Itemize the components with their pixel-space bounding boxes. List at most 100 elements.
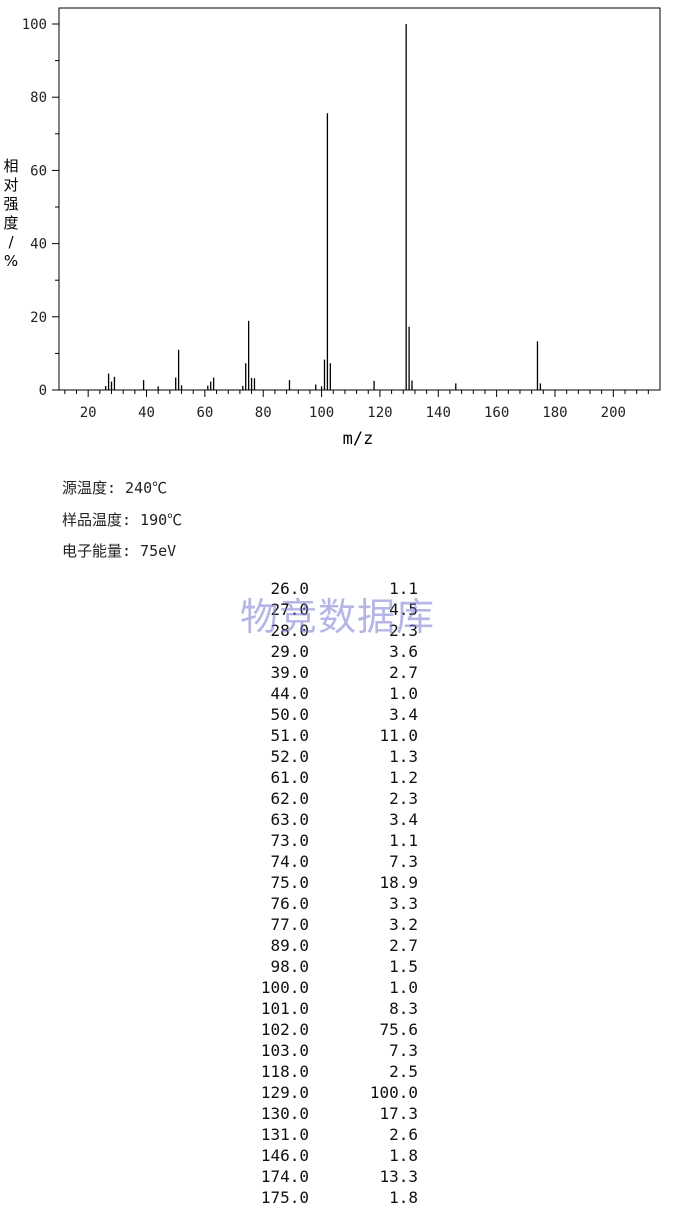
mz-value: 73.0 xyxy=(270,831,309,850)
table-row: 61.0 1.2 xyxy=(0,768,680,789)
mz-value: 61.0 xyxy=(270,768,309,787)
table-row: 27.0 4.5 xyxy=(0,600,680,621)
abundance-value: 2.3 xyxy=(389,789,418,808)
mz-value: 28.0 xyxy=(270,621,309,640)
table-row: 131.0 2.6 xyxy=(0,1125,680,1146)
sample-temperature: 样品温度: 190℃ xyxy=(62,511,183,529)
table-row: 63.0 3.4 xyxy=(0,810,680,831)
x-tick-label: 20 xyxy=(80,405,97,421)
abundance-value: 7.3 xyxy=(389,1041,418,1060)
abundance-value: 2.7 xyxy=(389,936,418,955)
x-tick-label: 120 xyxy=(367,405,392,421)
y-axis-title: 相对强度/% xyxy=(3,157,18,270)
table-row: 74.0 7.3 xyxy=(0,852,680,873)
mz-value: 26.0 xyxy=(270,579,309,598)
mz-value: 50.0 xyxy=(270,705,309,724)
table-row: 28.0 2.3 xyxy=(0,621,680,642)
table-row: 75.0 18.9 xyxy=(0,873,680,894)
abundance-value: 4.5 xyxy=(389,600,418,619)
source-temperature: 源温度: 240℃ xyxy=(62,479,168,497)
table-row: 174.0 13.3 xyxy=(0,1167,680,1188)
table-row: 26.0 1.1 xyxy=(0,579,680,600)
mz-value: 118.0 xyxy=(260,1062,309,1081)
abundance-value: 8.3 xyxy=(389,999,418,1018)
abundance-value: 1.1 xyxy=(389,831,418,850)
mz-value: 74.0 xyxy=(270,852,309,871)
abundance-value: 7.3 xyxy=(389,852,418,871)
mz-value: 89.0 xyxy=(270,936,309,955)
table-row: 44.0 1.0 xyxy=(0,684,680,705)
table-row: 129.0 100.0 xyxy=(0,1083,680,1104)
table-row: 52.0 1.3 xyxy=(0,747,680,768)
mz-value: 63.0 xyxy=(270,810,309,829)
mz-value: 52.0 xyxy=(270,747,309,766)
y-tick-label: 20 xyxy=(30,310,47,326)
mz-value: 39.0 xyxy=(270,663,309,682)
table-row: 89.0 2.7 xyxy=(0,936,680,957)
abundance-value: 1.8 xyxy=(389,1146,418,1165)
plot-border xyxy=(58,7,661,391)
y-tick-label: 80 xyxy=(30,90,47,106)
table-row: 76.0 3.3 xyxy=(0,894,680,915)
abundance-value: 17.3 xyxy=(379,1104,418,1123)
abundance-value: 2.3 xyxy=(389,621,418,640)
mz-value: 130.0 xyxy=(260,1104,309,1123)
mz-value: 51.0 xyxy=(270,726,309,745)
abundance-value: 1.8 xyxy=(389,1188,418,1207)
x-tick-label: 60 xyxy=(196,405,213,421)
abundance-value: 1.2 xyxy=(389,768,418,787)
abundance-value: 2.7 xyxy=(389,663,418,682)
y-tick-label: 40 xyxy=(30,237,47,253)
x-tick-label: 40 xyxy=(138,405,155,421)
y-tick-label: 0 xyxy=(39,383,47,399)
table-row: 101.0 8.3 xyxy=(0,999,680,1020)
mz-value: 27.0 xyxy=(270,600,309,619)
table-row: 39.0 2.7 xyxy=(0,663,680,684)
mz-value: 62.0 xyxy=(270,789,309,808)
mz-value: 77.0 xyxy=(270,915,309,934)
abundance-value: 1.0 xyxy=(389,684,418,703)
table-row: 102.0 75.6 xyxy=(0,1020,680,1041)
abundance-value: 1.1 xyxy=(389,579,418,598)
table-row: 130.0 17.3 xyxy=(0,1104,680,1125)
abundance-value: 75.6 xyxy=(379,1020,418,1039)
x-axis-ticks: 20 40 60 80 100 120 140 160 180 200 xyxy=(64,390,649,421)
table-row: 175.0 1.8 xyxy=(0,1188,680,1209)
x-tick-label: 180 xyxy=(542,405,567,421)
abundance-value: 2.5 xyxy=(389,1062,418,1081)
mz-value: 44.0 xyxy=(270,684,309,703)
mz-value: 174.0 xyxy=(260,1167,309,1186)
table-row: 98.0 1.5 xyxy=(0,957,680,978)
abundance-value: 100.0 xyxy=(369,1083,418,1102)
electron-energy: 电子能量: 75eV xyxy=(62,542,177,560)
peak-table: 26.0 1.1 27.0 4.5 28.0 2.3 29.0 3.6 39.0 2.7 44.0 1… xyxy=(0,579,680,1209)
table-row: 77.0 3.2 xyxy=(0,915,680,936)
x-tick-label: 140 xyxy=(426,405,451,421)
mz-value: 29.0 xyxy=(270,642,309,661)
abundance-value: 1.5 xyxy=(389,957,418,976)
y-tick-label: 60 xyxy=(30,163,47,179)
mz-value: 75.0 xyxy=(270,873,309,892)
table-row: 100.0 1.0 xyxy=(0,978,680,999)
table-row: 62.0 2.3 xyxy=(0,789,680,810)
x-tick-label: 80 xyxy=(255,405,272,421)
mz-value: 98.0 xyxy=(270,957,309,976)
x-axis-title: m/z xyxy=(343,429,374,449)
table-row: 50.0 3.4 xyxy=(0,705,680,726)
mz-value: 101.0 xyxy=(260,999,309,1018)
abundance-value: 3.4 xyxy=(389,810,418,829)
peak-bars xyxy=(105,24,542,390)
mz-value: 131.0 xyxy=(260,1125,309,1144)
mz-value: 76.0 xyxy=(270,894,309,913)
mz-value: 146.0 xyxy=(260,1146,309,1165)
abundance-value: 18.9 xyxy=(379,873,418,892)
table-row: 73.0 1.1 xyxy=(0,831,680,852)
abundance-value: 1.0 xyxy=(389,978,418,997)
mz-value: 103.0 xyxy=(260,1041,309,1060)
abundance-value: 3.2 xyxy=(389,915,418,934)
abundance-value: 3.4 xyxy=(389,705,418,724)
y-axis-ticks: 0 20 40 60 80 100 xyxy=(22,17,59,399)
mz-value: 102.0 xyxy=(260,1020,309,1039)
x-tick-label: 100 xyxy=(309,405,334,421)
